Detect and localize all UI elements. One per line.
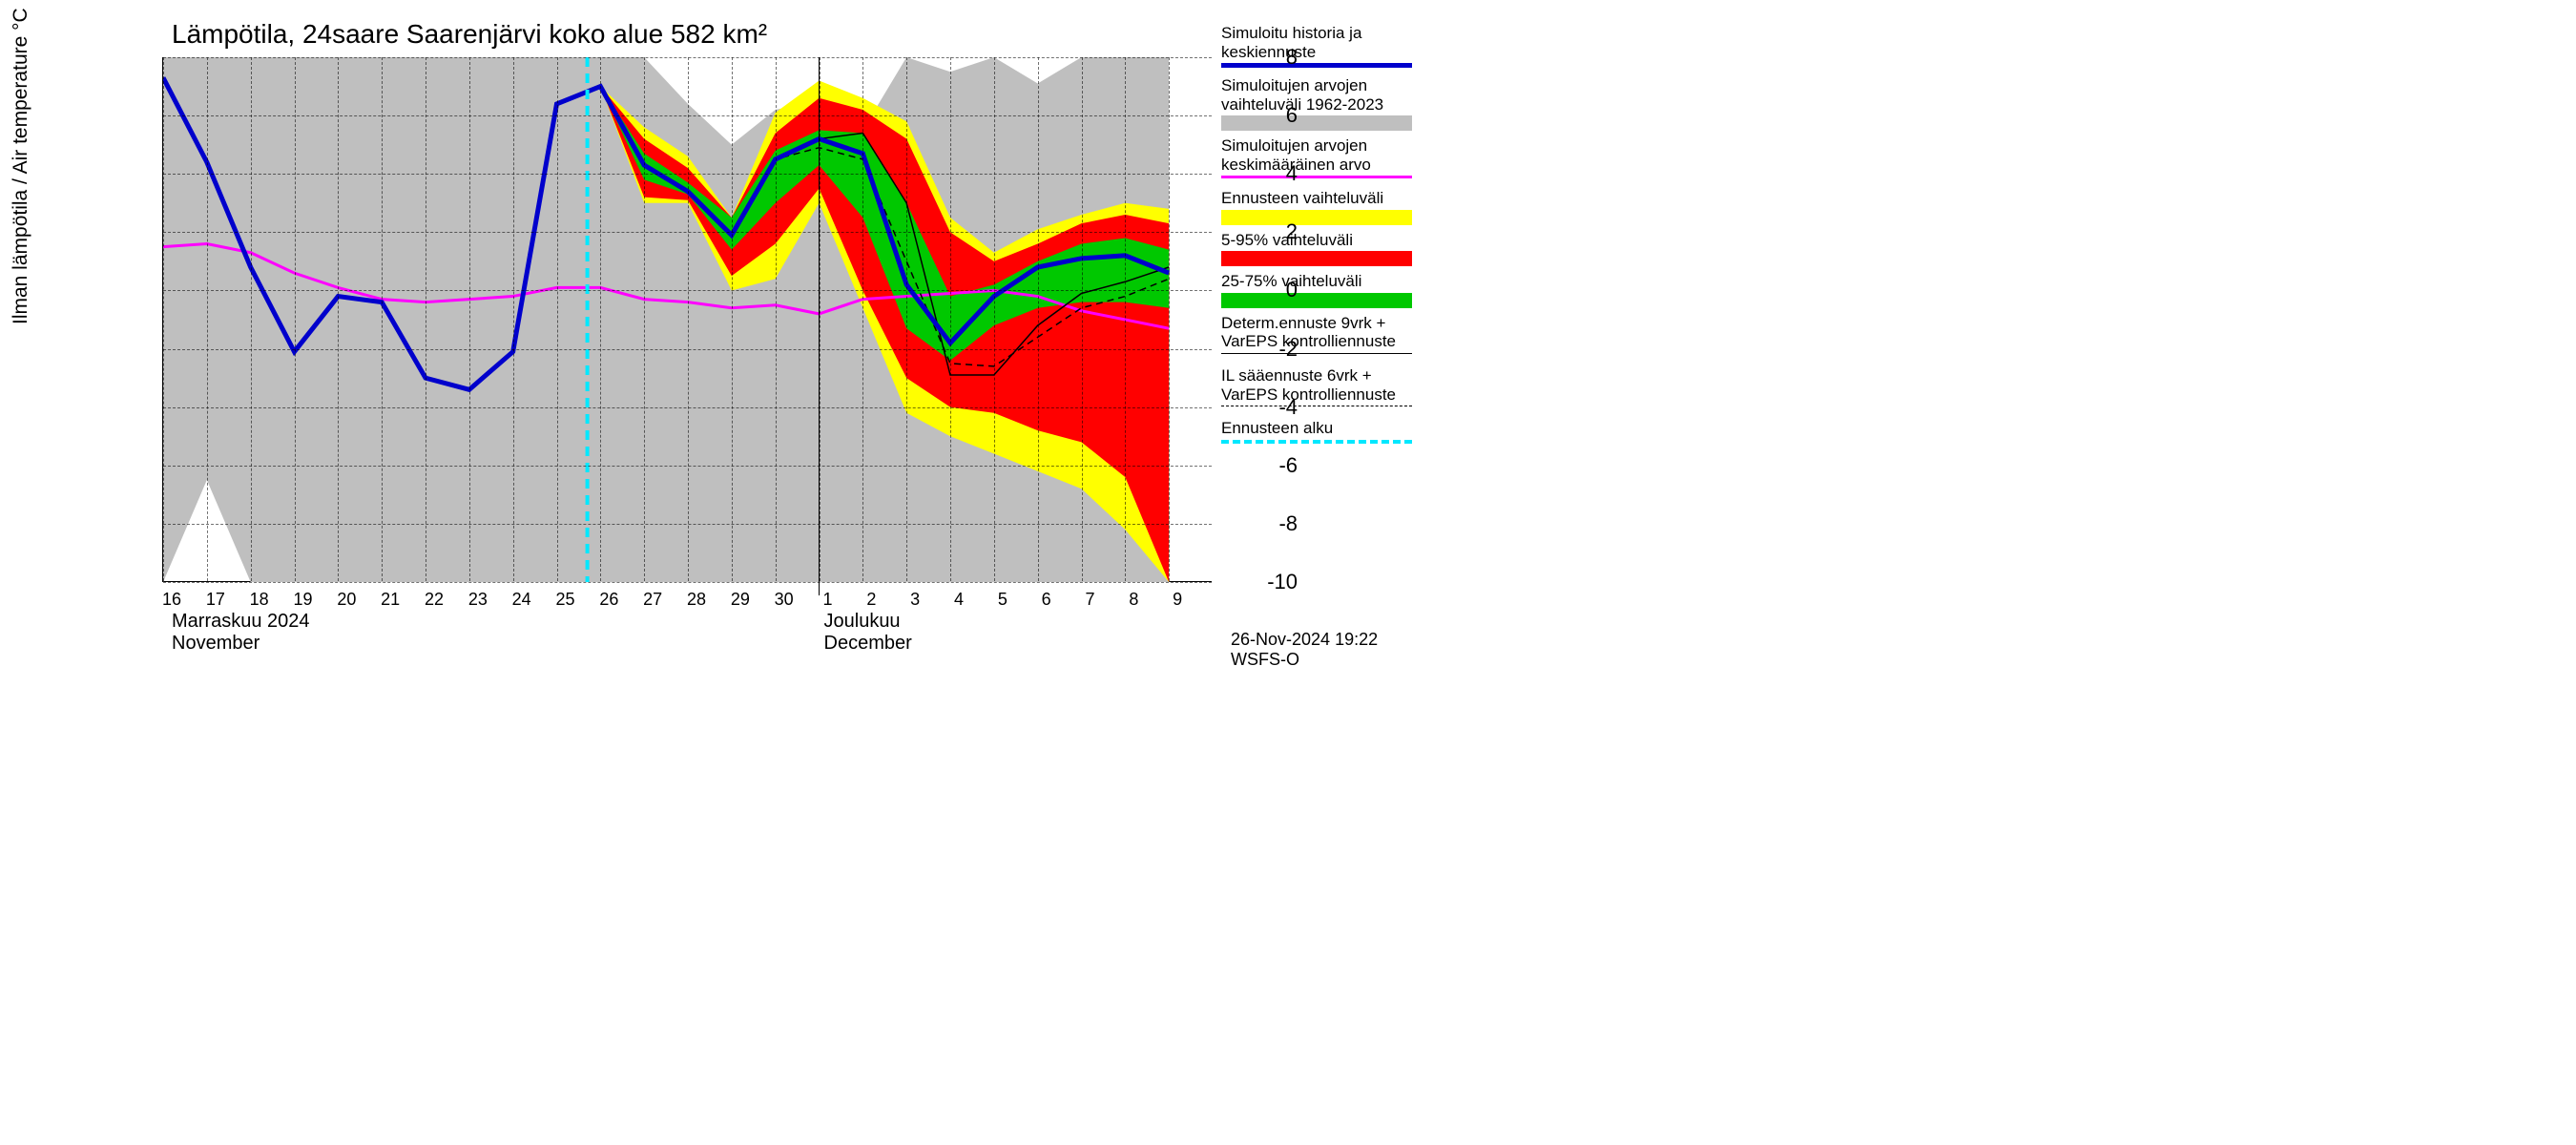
y-tick: -8 [1278, 511, 1298, 536]
legend-item: 5-95% vaihteluväli [1221, 231, 1422, 267]
y-tick: -2 [1278, 337, 1298, 362]
x-tick: 29 [731, 590, 750, 610]
x-tick: 30 [775, 590, 794, 610]
month1-label-top: Marraskuu 2024 [172, 611, 310, 633]
month-divider [819, 57, 820, 595]
legend-item: Ennusteen alku [1221, 419, 1422, 448]
legend-swatch [1221, 115, 1412, 131]
x-tick: 8 [1129, 590, 1138, 610]
legend: Simuloitu historia ja keskiennuste Simulo… [1221, 24, 1422, 453]
legend-swatch [1221, 210, 1412, 225]
x-tick: 21 [381, 590, 400, 610]
x-tick: 28 [687, 590, 706, 610]
legend-label: Simuloitujen arvojen vaihteluväli 1962-2… [1221, 76, 1422, 114]
month2-label-bot: December [824, 633, 912, 655]
x-tick: 24 [512, 590, 531, 610]
x-tick: 7 [1085, 590, 1094, 610]
x-tick: 22 [425, 590, 444, 610]
x-tick: 25 [555, 590, 574, 610]
legend-label: Ennusteen vaihteluväli [1221, 189, 1422, 208]
plot-area [162, 57, 1212, 582]
x-tick: 4 [954, 590, 964, 610]
x-tick: 5 [998, 590, 1008, 610]
legend-swatch [1221, 251, 1412, 266]
x-tick: 20 [337, 590, 356, 610]
legend-item: Determ.ennuste 9vrk + VarEPS kontrollien… [1221, 314, 1422, 361]
legend-item: IL sääennuste 6vrk + VarEPS kontrollienn… [1221, 366, 1422, 413]
legend-label: IL sääennuste 6vrk + VarEPS kontrollienn… [1221, 366, 1422, 404]
legend-swatch [1221, 353, 1412, 361]
y-tick: 8 [1286, 45, 1298, 70]
y-tick: 6 [1286, 103, 1298, 128]
x-tick: 17 [206, 590, 225, 610]
x-tick: 9 [1173, 590, 1182, 610]
x-tick: 2 [866, 590, 876, 610]
legend-item: Simuloitujen arvojen vaihteluväli 1962-2… [1221, 76, 1422, 131]
x-tick: 23 [468, 590, 488, 610]
x-tick: 27 [643, 590, 662, 610]
legend-item: Simuloitujen arvojen keskimääräinen arvo [1221, 136, 1422, 183]
y-tick: 2 [1286, 219, 1298, 244]
x-tick: 18 [250, 590, 269, 610]
legend-swatch [1221, 293, 1412, 308]
legend-label: Simuloitu historia ja keskiennuste [1221, 24, 1422, 61]
legend-item: 25-75% vaihteluväli [1221, 272, 1422, 308]
y-tick: 0 [1286, 278, 1298, 302]
legend-label: Determ.ennuste 9vrk + VarEPS kontrollien… [1221, 314, 1422, 351]
x-tick: 1 [822, 590, 832, 610]
y-tick: -6 [1278, 453, 1298, 478]
y-tick: -4 [1278, 395, 1298, 420]
month1-label-bot: November [172, 633, 260, 655]
timestamp: 26-Nov-2024 19:22 WSFS-O [1231, 630, 1431, 670]
chart-container: Lämpötila, 24saare Saarenjärvi koko alue… [0, 0, 1431, 668]
y-axis-label: Ilman lämpötila / Air temperature °C [10, 8, 32, 324]
legend-label: Ennusteen alku [1221, 419, 1422, 438]
x-tick: 3 [910, 590, 920, 610]
legend-label: 25-75% vaihteluväli [1221, 272, 1422, 291]
plot-inner [163, 57, 1212, 581]
legend-swatch [1221, 406, 1412, 413]
y-tick: 4 [1286, 161, 1298, 186]
legend-swatch [1221, 440, 1412, 448]
x-tick: 6 [1042, 590, 1051, 610]
legend-item: Ennusteen vaihteluväli [1221, 189, 1422, 225]
x-tick: 19 [293, 590, 312, 610]
legend-label: 5-95% vaihteluväli [1221, 231, 1422, 250]
legend-label: Simuloitujen arvojen keskimääräinen arvo [1221, 136, 1422, 174]
month2-label-top: Joulukuu [824, 611, 901, 633]
legend-swatch [1221, 176, 1412, 183]
x-tick: 16 [162, 590, 181, 610]
y-tick: -10 [1267, 570, 1298, 594]
legend-item: Simuloitu historia ja keskiennuste [1221, 24, 1422, 71]
chart-title: Lämpötila, 24saare Saarenjärvi koko alue… [172, 19, 767, 50]
x-tick: 26 [599, 590, 618, 610]
legend-swatch [1221, 63, 1412, 71]
